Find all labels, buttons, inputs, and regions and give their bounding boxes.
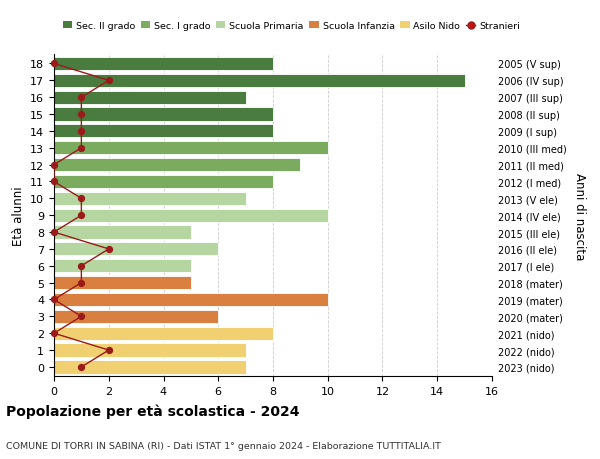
Bar bbox=[54, 142, 328, 155]
Point bbox=[77, 313, 86, 320]
Bar bbox=[54, 209, 328, 222]
Y-axis label: Anni di nascita: Anni di nascita bbox=[573, 172, 586, 259]
Bar bbox=[54, 327, 273, 340]
Point bbox=[49, 229, 59, 236]
Bar bbox=[54, 243, 218, 256]
Point bbox=[49, 296, 59, 303]
Bar bbox=[54, 192, 245, 206]
Point bbox=[49, 179, 59, 186]
Point bbox=[77, 280, 86, 287]
Bar bbox=[54, 361, 245, 374]
Point bbox=[77, 111, 86, 118]
Bar bbox=[54, 344, 245, 357]
Point bbox=[104, 78, 113, 85]
Point bbox=[104, 246, 113, 253]
Point bbox=[77, 94, 86, 101]
Legend: Sec. II grado, Sec. I grado, Scuola Primaria, Scuola Infanzia, Asilo Nido, Stran: Sec. II grado, Sec. I grado, Scuola Prim… bbox=[59, 18, 524, 34]
Bar bbox=[54, 276, 191, 290]
Bar bbox=[54, 310, 218, 323]
Bar bbox=[54, 175, 273, 189]
Point bbox=[77, 145, 86, 152]
Point bbox=[77, 128, 86, 135]
Bar bbox=[54, 75, 464, 88]
Point bbox=[49, 330, 59, 337]
Point bbox=[77, 212, 86, 219]
Bar bbox=[54, 108, 273, 121]
Text: COMUNE DI TORRI IN SABINA (RI) - Dati ISTAT 1° gennaio 2024 - Elaborazione TUTTI: COMUNE DI TORRI IN SABINA (RI) - Dati IS… bbox=[6, 441, 441, 450]
Bar bbox=[54, 58, 273, 71]
Point bbox=[104, 347, 113, 354]
Point bbox=[77, 195, 86, 202]
Bar bbox=[54, 226, 191, 239]
Bar bbox=[54, 293, 328, 307]
Point bbox=[49, 61, 59, 68]
Bar bbox=[54, 260, 191, 273]
Bar bbox=[54, 159, 301, 172]
Bar bbox=[54, 125, 273, 138]
Text: Popolazione per età scolastica - 2024: Popolazione per età scolastica - 2024 bbox=[6, 403, 299, 418]
Point bbox=[77, 263, 86, 270]
Bar bbox=[54, 91, 245, 105]
Point bbox=[49, 162, 59, 169]
Y-axis label: Età alunni: Età alunni bbox=[11, 186, 25, 246]
Point bbox=[77, 364, 86, 371]
